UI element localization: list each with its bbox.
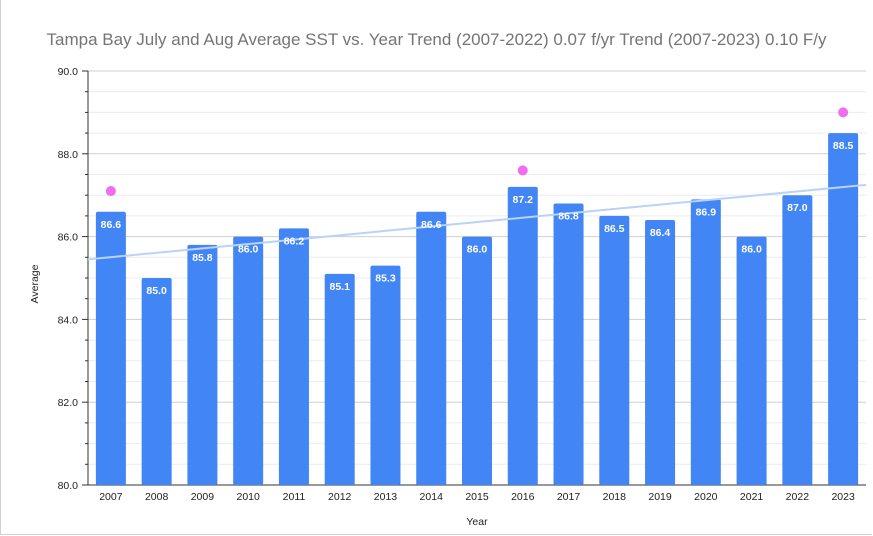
bar-value-label: 86.0	[741, 244, 762, 256]
bar-value-label: 86.0	[238, 244, 259, 256]
bar	[553, 203, 584, 486]
bar-value-label: 88.5	[833, 140, 854, 152]
bar-value-label: 86.2	[284, 235, 305, 247]
trendline	[87, 183, 867, 261]
bar	[645, 220, 676, 486]
y-tick-label: 90.0	[58, 66, 79, 78]
x-tick-label: 2007	[99, 491, 123, 503]
y-tick-label: 86.0	[58, 232, 79, 244]
bar-value-label: 85.0	[146, 285, 167, 297]
bar	[233, 236, 264, 485]
x-tick-label: 2012	[328, 491, 352, 503]
bar-value-label: 86.9	[696, 206, 717, 218]
bar-value-label: 86.8	[558, 210, 579, 222]
x-tick-label: 2015	[465, 491, 489, 503]
y-axis-label: Average	[29, 264, 41, 303]
data-point-marker	[517, 165, 528, 176]
bar	[370, 265, 401, 485]
bar	[599, 215, 630, 485]
x-tick-label: 2019	[648, 491, 672, 503]
x-tick-label: 2018	[603, 491, 627, 503]
x-axis-label: Year	[466, 516, 488, 528]
bar-value-label: 86.5	[604, 223, 625, 235]
x-tick-label: 2023	[831, 491, 855, 503]
bars	[95, 133, 859, 486]
bar	[462, 236, 492, 485]
bar	[141, 278, 172, 485]
trendline-group	[87, 183, 867, 261]
y-tick-label: 82.0	[58, 397, 79, 409]
y-tick-label: 88.0	[58, 149, 79, 161]
x-tick-label: 2021	[740, 491, 764, 503]
bar-value-label: 86.6	[101, 219, 122, 231]
data-point-marker	[105, 186, 116, 197]
x-tick-label: 2008	[145, 491, 169, 503]
y-tick-label: 84.0	[58, 314, 79, 326]
bar-value-label: 85.8	[192, 252, 213, 264]
bar	[187, 244, 218, 485]
x-tick-label: 2020	[694, 491, 718, 503]
bar-value-label: 86.4	[650, 227, 671, 239]
bar-value-label: 85.3	[375, 273, 396, 285]
bar	[416, 211, 447, 485]
x-tick-label: 2013	[374, 491, 398, 503]
bar-value-label: 86.0	[467, 244, 488, 256]
x-tick-label: 2022	[786, 491, 810, 503]
y-tick-label: 80.0	[58, 480, 79, 492]
labels: 80.0 82.0 84.0 86.0 88.0 90.0 86.6 85.0 85.8 86.0…	[58, 66, 855, 503]
bar-value-label: 87.2	[513, 194, 534, 206]
chart-title: Tampa Bay July and Aug Average SST vs. Y…	[46, 30, 827, 49]
bar-value-label: 85.1	[329, 281, 350, 293]
bar	[782, 195, 813, 485]
x-tick-label: 2016	[511, 491, 535, 503]
x-tick-label: 2014	[420, 491, 444, 503]
bar	[278, 228, 309, 485]
bar	[690, 199, 721, 485]
markers	[105, 107, 849, 197]
bar	[324, 273, 355, 485]
bar	[828, 133, 859, 485]
bar	[95, 211, 126, 485]
bar	[736, 236, 767, 485]
x-tick-label: 2017	[557, 491, 581, 503]
bar-value-label: 87.0	[787, 202, 808, 214]
x-tick-label: 2009	[191, 491, 215, 503]
x-tick-label: 2010	[236, 491, 260, 503]
x-tick-label: 2011	[283, 491, 306, 503]
data-point-marker	[838, 107, 849, 118]
bar-value-label: 86.6	[421, 219, 442, 231]
bar	[507, 186, 538, 486]
